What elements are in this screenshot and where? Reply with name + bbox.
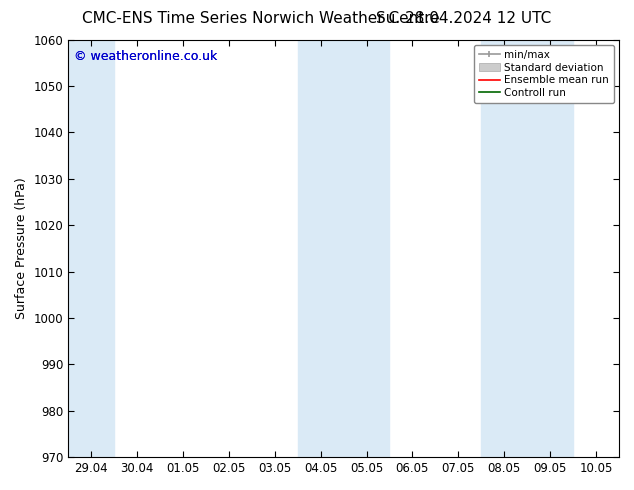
Text: CMC-ENS Time Series Norwich Weather Centre: CMC-ENS Time Series Norwich Weather Cent… — [82, 11, 440, 26]
Y-axis label: Surface Pressure (hPa): Surface Pressure (hPa) — [15, 177, 28, 319]
Bar — [298, 40, 389, 457]
Bar — [481, 40, 573, 457]
Text: © weatheronline.co.uk: © weatheronline.co.uk — [74, 50, 217, 63]
Text: Su. 28.04.2024 12 UTC: Su. 28.04.2024 12 UTC — [377, 11, 552, 26]
Bar — [68, 40, 114, 457]
Legend: min/max, Standard deviation, Ensemble mean run, Controll run: min/max, Standard deviation, Ensemble me… — [474, 45, 614, 103]
Text: © weatheronline.co.uk: © weatheronline.co.uk — [74, 50, 217, 63]
